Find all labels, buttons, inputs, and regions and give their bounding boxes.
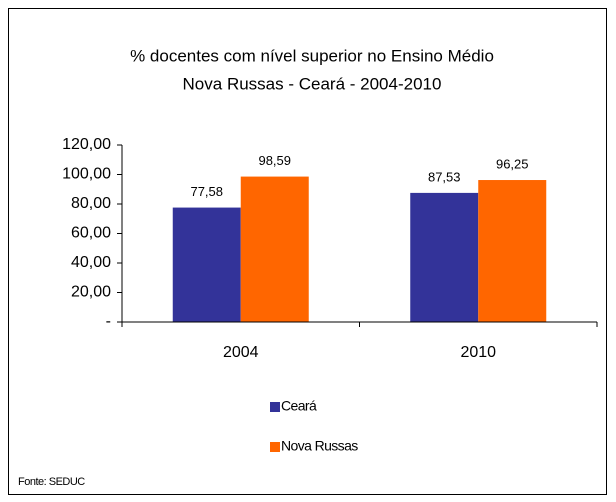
y-tick-label: 120,00: [62, 136, 111, 153]
legend-label: Nova Russas: [281, 438, 358, 454]
legend-label: Ceará: [281, 398, 317, 414]
bar: [172, 207, 241, 322]
y-tick-label: 100,00: [62, 166, 111, 183]
value-label: 87,53: [428, 169, 461, 184]
bar: [478, 180, 547, 322]
bar: [240, 176, 309, 322]
y-tick-label: 40,00: [71, 254, 111, 271]
y-tick-label: 80,00: [71, 195, 111, 212]
y-tick-label: 60,00: [71, 225, 111, 242]
legend-swatch: [270, 442, 280, 452]
y-tick-label: -: [106, 313, 111, 330]
x-tick-label: 2004: [223, 344, 259, 361]
chart-title: % docentes com nível superior no Ensino …: [130, 46, 494, 65]
bar: [410, 192, 479, 322]
value-label: 96,25: [496, 156, 529, 171]
value-label: 77,58: [190, 184, 223, 199]
source-note: Fonte: SEDUC: [18, 476, 85, 488]
chart-subtitle: Nova Russas - Ceará - 2004-2010: [183, 74, 442, 93]
legend-swatch: [270, 402, 280, 412]
y-tick-label: 20,00: [71, 284, 111, 301]
value-label: 98,59: [258, 153, 291, 168]
x-tick-label: 2010: [460, 344, 496, 361]
